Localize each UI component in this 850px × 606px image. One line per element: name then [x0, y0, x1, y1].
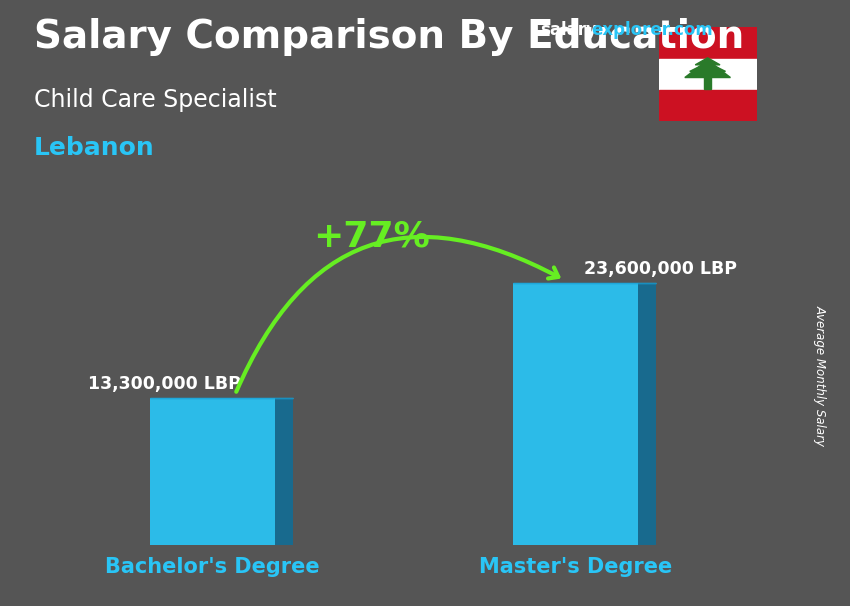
Polygon shape — [685, 60, 730, 78]
Bar — [638, 283, 655, 545]
Bar — [275, 398, 293, 545]
Text: 23,600,000 LBP: 23,600,000 LBP — [584, 260, 737, 278]
Bar — [705, 76, 711, 89]
Polygon shape — [695, 58, 720, 65]
Text: Child Care Specialist: Child Care Specialist — [34, 88, 277, 112]
Bar — [659, 59, 756, 90]
Text: explorer.com: explorer.com — [591, 21, 712, 39]
Text: Lebanon: Lebanon — [34, 136, 155, 161]
Text: +77%: +77% — [313, 219, 429, 253]
Polygon shape — [689, 62, 726, 72]
Text: Salary Comparison By Education: Salary Comparison By Education — [34, 18, 745, 56]
Text: 13,300,000 LBP: 13,300,000 LBP — [88, 375, 241, 393]
Bar — [659, 90, 756, 121]
Bar — [659, 27, 756, 59]
Text: salary: salary — [540, 21, 597, 39]
Bar — [150, 398, 275, 545]
Text: Average Monthly Salary: Average Monthly Salary — [813, 305, 827, 446]
Bar — [513, 283, 638, 545]
